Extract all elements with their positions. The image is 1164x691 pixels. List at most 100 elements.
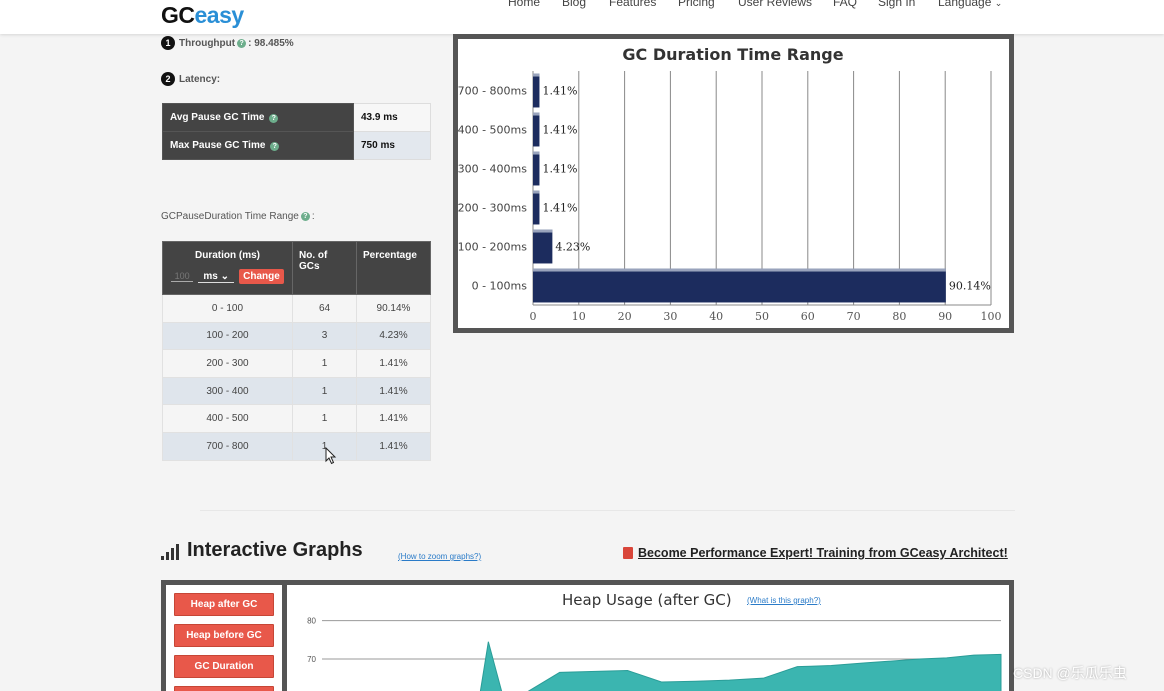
bar[interactable] [533,151,540,186]
x-tick-label: 80 [892,310,906,323]
heap-before-gc-button[interactable]: Heap before GC [174,624,274,647]
nav-sign-in[interactable]: Sign In [878,0,916,9]
max-pause-value: 750 ms [353,131,431,160]
bar[interactable] [533,73,540,108]
mouse-cursor-icon [325,447,337,465]
category-label: 300 - 400ms [458,163,527,176]
nav-user-reviews[interactable]: User Reviews [738,0,813,9]
x-tick-label: 0 [530,310,537,323]
table-header-row: Duration (ms) 100 ms ⌄ Change No. of GCs… [162,241,431,295]
category-label: 700 - 800ms [458,85,527,98]
duration-cell: 300 - 400 [162,376,293,406]
category-label: 0 - 100ms [472,280,528,293]
top-navbar: GCeasy Home Blog Features Pricing User R… [0,0,1164,34]
max-pause-label: Max Pause GC Time [170,140,266,151]
duration-cell: 0 - 100 [162,294,293,323]
table-row: Max Pause GC Time ? 750 ms [162,131,431,160]
nav-blog[interactable]: Blog [562,0,587,9]
bar[interactable] [533,190,540,225]
bar[interactable] [533,112,540,147]
table-row: 0 - 100 64 90.14% [162,294,431,323]
nav-features[interactable]: Features [609,0,657,9]
bar-highlight [533,151,540,155]
avg-pause-label: Avg Pause GC Time [170,112,265,123]
gceasy-logo[interactable]: GCeasy [161,2,244,28]
duration-cell: 100 - 200 [162,321,293,351]
nav-pricing[interactable]: Pricing [678,0,715,9]
bar-value-label: 4.23% [555,241,590,254]
heap-help-link[interactable]: (What is this graph?) [747,596,821,605]
signal-bars-icon [161,542,179,560]
training-promo-link[interactable]: Become Performance Expert! Training from… [623,546,1008,560]
watermark: CSDN @乐瓜乐虫 [1013,665,1127,681]
percentage-cell: 90.14% [356,294,431,323]
x-tick-label: 10 [572,310,586,323]
percentage-cell: 1.41% [356,376,431,406]
bar-highlight [533,229,553,233]
nav-faq[interactable]: FAQ [833,0,858,9]
x-tick-label: 60 [801,310,815,323]
latency-table: Avg Pause GC Time ? 43.9 ms Max Pause GC… [162,103,431,160]
duration-input[interactable]: 100 [171,271,194,282]
percentage-header: Percentage [356,241,431,295]
graph-button[interactable] [174,686,274,691]
gc-count-cell: 1 [292,404,357,433]
bar[interactable] [533,268,946,303]
step-number-1: 1 [161,36,175,50]
duration-range-label: GCPauseDuration Time Range ?: [161,211,315,222]
percentage-cell: 1.41% [356,431,431,461]
throughput-label: Throughput [179,37,236,49]
gc-duration-button[interactable]: GC Duration [174,655,274,678]
gc-duration-chart: GC Duration Time Range 0 10 20 30 40 50 60 70 80… [458,45,1002,323]
gc-count-cell: 1 [292,376,357,406]
help-icon[interactable]: ? [237,38,247,48]
percentage-cell: 1.41% [356,349,431,378]
heap-usage-chart: 807060 [307,617,1002,691]
category-label: 100 - 200ms [458,241,527,254]
section-divider [200,510,1015,511]
duration-cell: 700 - 800 [162,431,293,461]
bar-value-label: 1.41% [542,202,577,215]
bar[interactable] [533,229,553,264]
gc-count-cell: 1 [292,431,357,461]
throughput-value: : 98.485% [248,37,294,49]
bar-highlight [533,190,540,194]
heap-series-area [479,641,1002,691]
duration-table: Duration (ms) 100 ms ⌄ Change No. of GCs… [162,241,431,461]
help-icon[interactable]: ? [269,114,279,123]
percentage-cell: 1.41% [356,404,431,433]
pdf-icon [623,547,633,559]
gc-count-cell: 3 [292,321,357,351]
x-tick-label: 100 [981,310,1002,323]
help-icon[interactable]: ? [300,212,310,221]
table-row: 200 - 300 1 1.41% [162,349,431,378]
bar-value-label: 90.14% [949,280,991,293]
nav-home[interactable]: Home [508,0,541,9]
chart-title: GC Duration Time Range [622,45,843,64]
unit-select[interactable]: ms ⌄ [198,270,235,283]
gc-count-cell: 64 [292,294,357,323]
category-label: 200 - 300ms [458,202,527,215]
heap-usage-chart-area: 807060 Heap Usage (after GC) (What is th… [287,585,1009,691]
zoom-help-link[interactable]: (How to zoom graphs?) [398,552,482,561]
duration-header: Duration (ms) 100 ms ⌄ Change [162,241,293,295]
bar-highlight [533,268,946,272]
y-tick-label: 80 [307,617,316,626]
heap-after-gc-button[interactable]: Heap after GC [174,593,274,616]
table-row: 400 - 500 1 1.41% [162,404,431,433]
change-button[interactable]: Change [239,269,284,284]
x-tick-label: 70 [847,310,861,323]
gc-count-cell: 1 [292,349,357,378]
nav-language[interactable]: Language ⌄ [938,0,1003,9]
throughput-row: 1 Throughput ? : 98.485% [161,36,294,50]
heap-chart-title: Heap Usage (after GC) [562,591,732,609]
bar-highlight [533,73,540,77]
step-number-2: 2 [161,72,175,86]
interactive-graphs-title: Interactive Graphs [161,539,363,562]
x-tick-label: 90 [938,310,952,323]
duration-controls: 100 ms ⌄ Change [169,269,286,284]
table-row: 300 - 400 1 1.41% [162,376,431,406]
chevron-down-icon: ⌄ [220,270,229,282]
help-icon[interactable]: ? [270,142,280,151]
gc-count-header: No. of GCs [292,241,357,295]
